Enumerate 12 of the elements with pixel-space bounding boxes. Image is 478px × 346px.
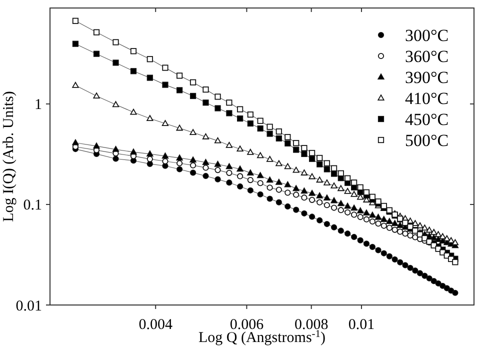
x-tick-label: 0.01: [348, 317, 375, 333]
legend-label: 410°C: [405, 88, 449, 108]
x-tick-label: 0.004: [138, 317, 173, 333]
y-tick-label: 1: [34, 97, 42, 114]
y-tick-label: 0.01: [16, 298, 42, 314]
y-axis-title: Log I(Q) (Arb. Units): [1, 91, 17, 222]
legend-label: 300°C: [405, 26, 449, 45]
legend-label: 390°C: [405, 68, 449, 87]
legend-label: 500°C: [405, 130, 449, 150]
y-tick-label: 0.1: [23, 198, 42, 214]
legend-label: 360°C: [405, 46, 449, 66]
legend-label: 450°C: [405, 110, 449, 129]
